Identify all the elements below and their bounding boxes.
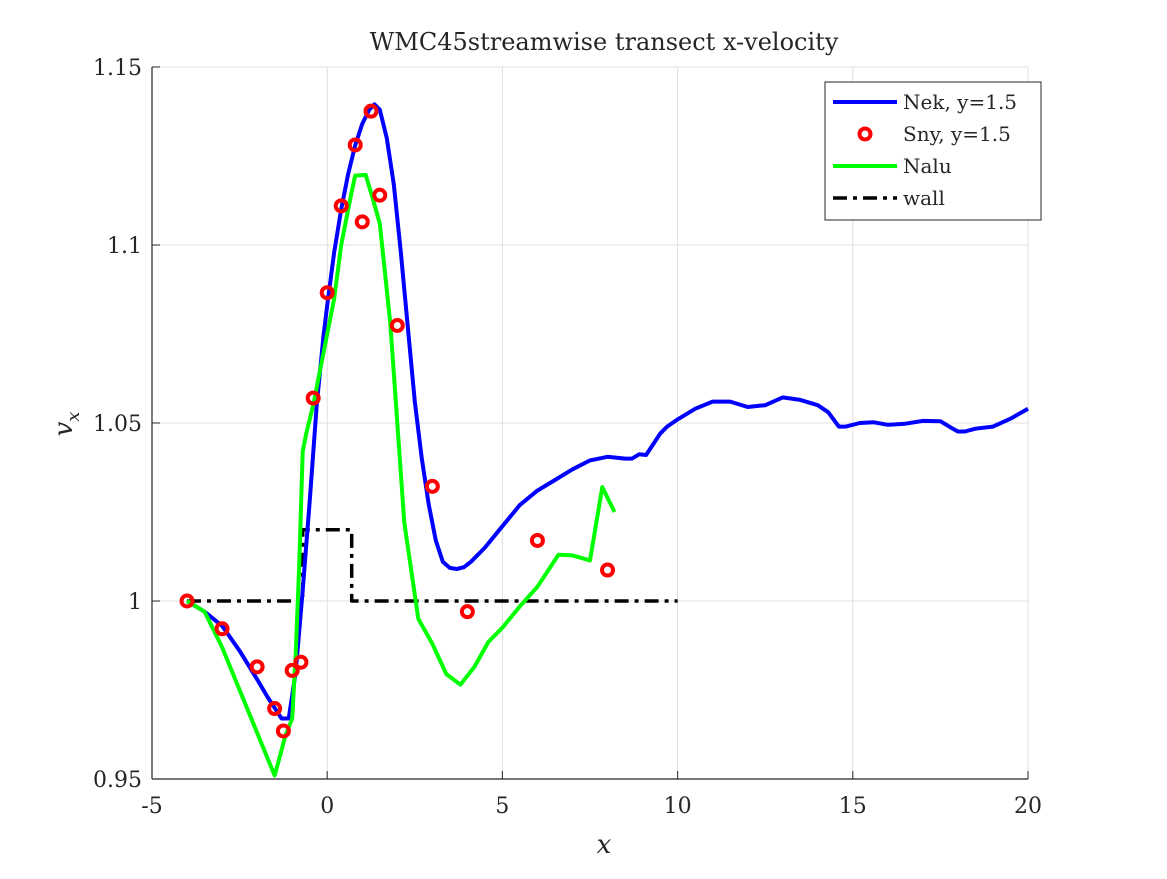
- axes: [151, 66, 1029, 780]
- series-point-sny-y-1-5: [305, 390, 321, 406]
- x-tick-label: 20: [1014, 794, 1042, 819]
- series-point-sny-y-1-5: [179, 593, 195, 609]
- series-point-sny-y-1-5: [293, 654, 309, 670]
- legend-entry: wall: [903, 186, 945, 210]
- chart-title: WMC45streamwise transect x-velocity: [370, 28, 839, 56]
- legend: Nek, y=1.5 Sny, y=1.5 Nalu wall: [824, 81, 1042, 221]
- y-axis-label-subscript: x: [63, 412, 84, 422]
- series-point-sny-y-1-5: [267, 701, 283, 717]
- series-point-sny-y-1-5: [275, 723, 291, 739]
- x-tick-label: -5: [141, 794, 162, 819]
- series-group: [179, 102, 1029, 778]
- y-tick-label: 0.95: [93, 768, 142, 793]
- legend-entry: Sny, y=1.5: [903, 122, 1011, 146]
- y-tick-label: 1.1: [107, 234, 142, 259]
- x-tick-label: 5: [495, 794, 509, 819]
- y-axis-label-group: vx: [49, 412, 84, 437]
- series-point-sny-y-1-5: [347, 137, 363, 153]
- series-point-sny-y-1-5: [249, 659, 265, 675]
- x-tick-label: 15: [839, 794, 867, 819]
- x-tick-label: 0: [320, 794, 334, 819]
- legend-entry: Nalu: [903, 154, 952, 178]
- series-point-sny-y-1-5: [363, 103, 379, 119]
- series-point-sny-y-1-5: [529, 532, 545, 548]
- series-point-sny-y-1-5: [459, 604, 475, 620]
- series-point-sny-y-1-5: [389, 317, 405, 333]
- series-point-sny-y-1-5: [424, 478, 440, 494]
- series-point-sny-y-1-5: [600, 562, 616, 578]
- x-tick-label: 10: [664, 794, 692, 819]
- series-point-sny-y-1-5: [284, 662, 300, 678]
- series-line-nalu: [185, 172, 617, 778]
- x-axis-label: x: [597, 830, 612, 860]
- series-point-sny-y-1-5: [214, 621, 230, 637]
- legend-marker: [857, 126, 873, 142]
- series-point-sny-y-1-5: [372, 187, 388, 203]
- series-point-sny-y-1-5: [354, 214, 370, 230]
- series-point-sny-y-1-5: [319, 285, 335, 301]
- legend-entry: Nek, y=1.5: [903, 90, 1017, 114]
- y-tick-label: 1.15: [93, 56, 142, 81]
- tick-labels: -5 0 5 10 15 20 0.95 1 1.05 1.1 1.15: [93, 56, 1042, 819]
- series-point-sny-y-1-5: [333, 198, 349, 214]
- legend-box: [824, 81, 1042, 221]
- y-tick-label: 1.05: [93, 412, 142, 437]
- series-line-wall: [187, 528, 678, 603]
- y-axis-label-main: v: [49, 421, 79, 436]
- y-tick-label: 1: [128, 590, 142, 615]
- y-axis-label: vx: [49, 412, 84, 437]
